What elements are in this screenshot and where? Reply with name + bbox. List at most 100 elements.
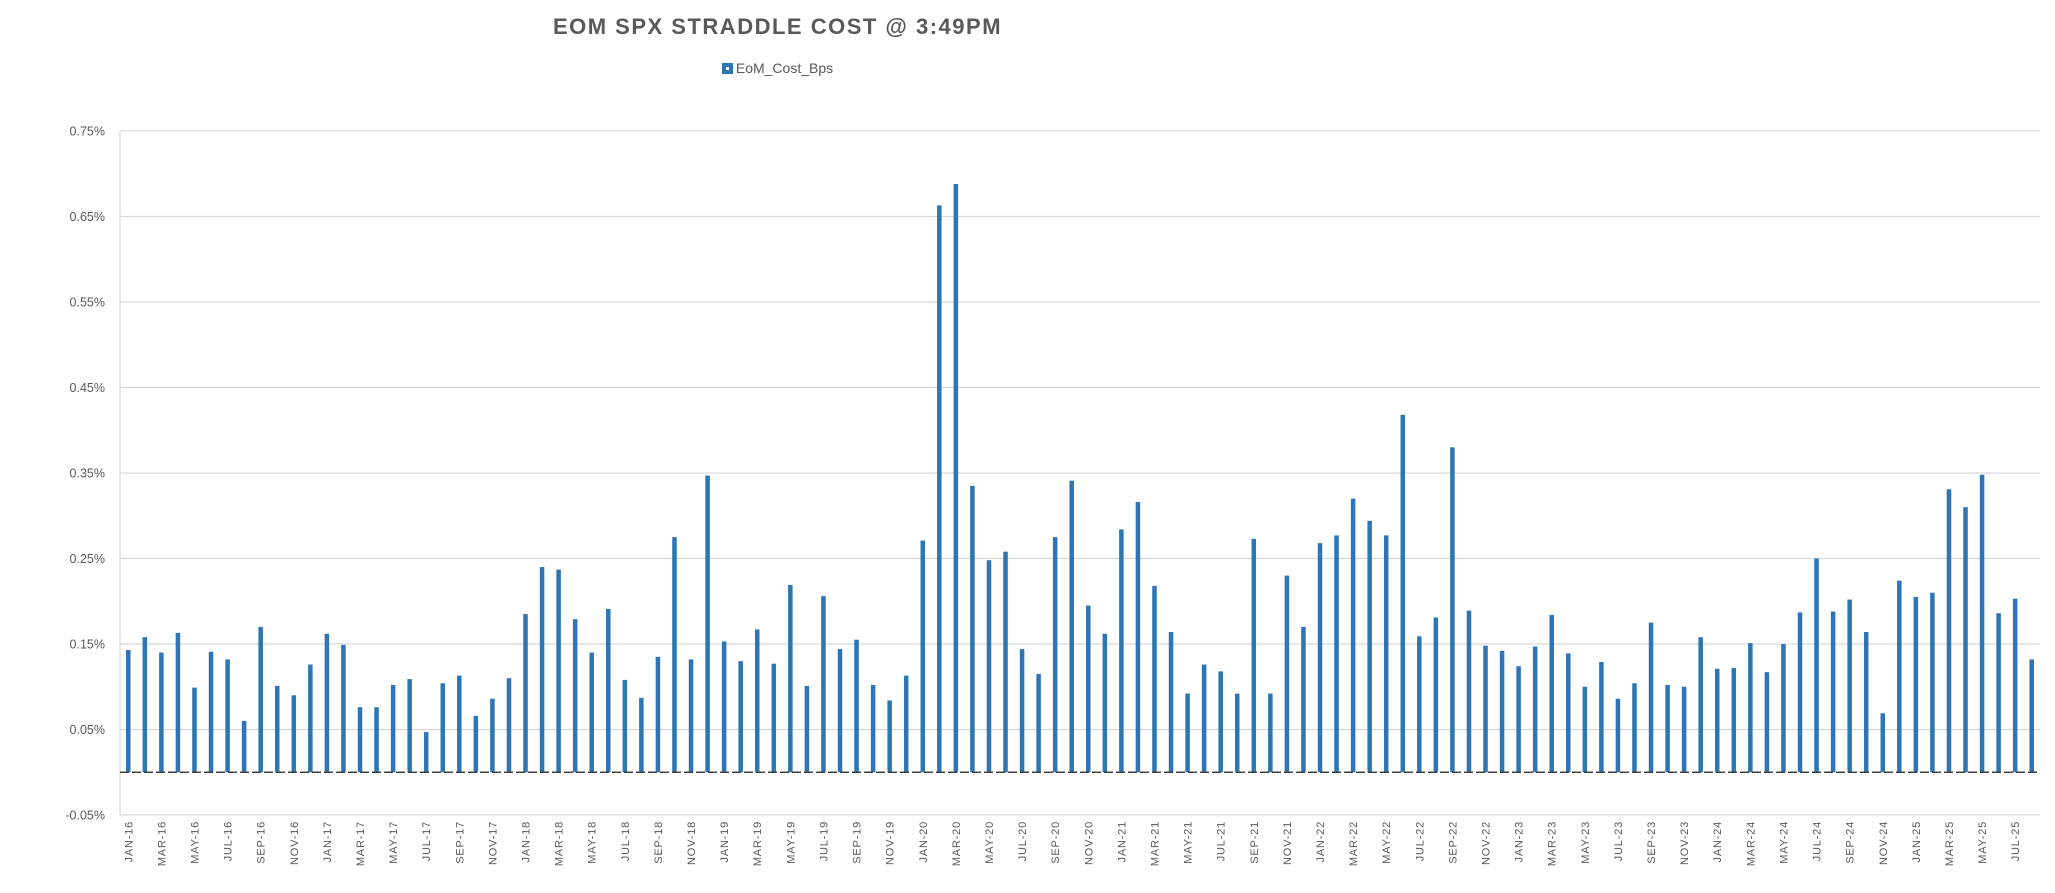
x-tick-label: NOV-22 xyxy=(1481,821,1493,865)
x-tick-label: SEP-17 xyxy=(454,821,466,864)
y-tick-label: 0.35% xyxy=(70,467,105,481)
bar xyxy=(1814,558,1819,773)
bar xyxy=(970,485,975,773)
bar xyxy=(986,560,992,773)
bar xyxy=(639,697,644,773)
bar xyxy=(1698,637,1703,773)
bar xyxy=(1400,414,1406,773)
x-tick-label: JUL-23 xyxy=(1613,821,1625,861)
bar xyxy=(175,632,181,773)
bar xyxy=(1185,693,1190,773)
bar xyxy=(1218,671,1223,773)
bar xyxy=(1019,649,1025,773)
bar xyxy=(1996,613,2001,773)
x-tick-label: MAY-25 xyxy=(1977,821,1989,864)
bar-series xyxy=(126,184,2034,773)
x-tick-label: MAR-22 xyxy=(1348,821,1360,866)
y-tick-label: 0.65% xyxy=(70,210,105,224)
bar xyxy=(1119,529,1124,773)
bar xyxy=(1781,644,1786,773)
bar xyxy=(523,614,528,773)
x-tick-label: NOV-19 xyxy=(885,821,897,865)
x-tick-label: JAN-19 xyxy=(719,821,731,862)
bar xyxy=(308,664,313,773)
bar xyxy=(1466,610,1472,773)
bar xyxy=(1069,480,1074,773)
x-tick-label: MAY-19 xyxy=(785,821,797,864)
bar xyxy=(572,619,578,773)
x-tick-label: NOV-16 xyxy=(289,821,301,865)
bar xyxy=(324,633,330,773)
x-tick-label: MAR-20 xyxy=(951,821,963,866)
x-tick-label: MAY-18 xyxy=(587,821,599,864)
bar xyxy=(721,641,727,773)
x-axis-tick-labels: JAN-16 MAR-16 MAY-16 JUL-16 SEP-16 NOV-16 JAN-… xyxy=(123,821,2022,866)
gridlines xyxy=(119,130,2040,816)
y-tick-label: -0.05% xyxy=(65,809,105,823)
bar xyxy=(440,683,446,773)
bar xyxy=(473,715,479,773)
x-tick-label: SEP-21 xyxy=(1249,821,1261,864)
bar xyxy=(1648,622,1654,773)
x-tick-label: JAN-25 xyxy=(1911,821,1923,862)
x-tick-label: SEP-20 xyxy=(1050,821,1062,864)
bar xyxy=(1979,474,1985,773)
bar xyxy=(241,720,247,773)
x-tick-label: JUL-16 xyxy=(223,821,235,861)
bar xyxy=(1930,592,1935,773)
bar xyxy=(1897,580,1902,773)
x-tick-label: JUL-25 xyxy=(2010,821,2022,861)
y-tick-label: 0.05% xyxy=(70,723,105,737)
bar xyxy=(539,567,545,773)
bar xyxy=(1350,498,1356,773)
x-tick-label: MAY-22 xyxy=(1381,821,1393,864)
bar xyxy=(390,685,396,773)
bar xyxy=(2029,659,2034,773)
bar xyxy=(1714,668,1720,773)
x-tick-label: JUL-22 xyxy=(1414,821,1426,861)
bar xyxy=(1317,543,1323,773)
bar xyxy=(423,732,429,773)
bar xyxy=(738,661,743,773)
bar xyxy=(1367,520,1372,773)
bar xyxy=(705,475,710,773)
bar xyxy=(159,652,164,773)
bar xyxy=(274,685,280,773)
bar xyxy=(1764,672,1770,773)
bar xyxy=(1334,535,1339,773)
bar xyxy=(821,596,826,773)
y-tick-label: 0.15% xyxy=(70,638,105,652)
bar xyxy=(1516,666,1521,773)
x-tick-label: MAY-23 xyxy=(1580,821,1592,864)
bar xyxy=(1549,614,1554,773)
bar xyxy=(754,629,760,773)
x-tick-label: SEP-24 xyxy=(1845,821,1857,864)
bar xyxy=(1284,575,1290,773)
y-tick-label: 0.75% xyxy=(70,125,105,139)
x-tick-label: MAY-16 xyxy=(190,821,202,864)
y-tick-label: 0.25% xyxy=(70,552,105,566)
y-tick-label: 0.55% xyxy=(70,296,105,310)
bar xyxy=(1847,599,1852,773)
bar xyxy=(1003,551,1008,773)
bar xyxy=(1963,507,1968,773)
y-tick-label: 0.45% xyxy=(70,381,105,395)
x-tick-label: SEP-19 xyxy=(852,821,864,864)
x-tick-label: MAY-20 xyxy=(984,821,996,864)
x-tick-label: NOV-23 xyxy=(1679,821,1691,865)
x-tick-label: MAR-24 xyxy=(1745,821,1757,866)
y-axis-tick-labels: 0.75% 0.65% 0.55% 0.45% 0.35% 0.25% 0.15% 0.05%… xyxy=(65,125,105,823)
bar xyxy=(1615,698,1621,773)
bar xyxy=(606,608,611,773)
bar xyxy=(854,639,859,773)
bar xyxy=(870,685,876,773)
bar xyxy=(490,698,495,773)
x-tick-label: JUL-24 xyxy=(1812,821,1824,861)
bar xyxy=(1913,596,1919,773)
bar xyxy=(804,685,810,773)
x-tick-label: SEP-16 xyxy=(256,821,268,864)
x-tick-label: JAN-23 xyxy=(1514,821,1526,862)
bar xyxy=(788,585,793,773)
x-tick-label: JUL-18 xyxy=(620,821,632,861)
x-tick-label: NOV-18 xyxy=(686,821,698,865)
